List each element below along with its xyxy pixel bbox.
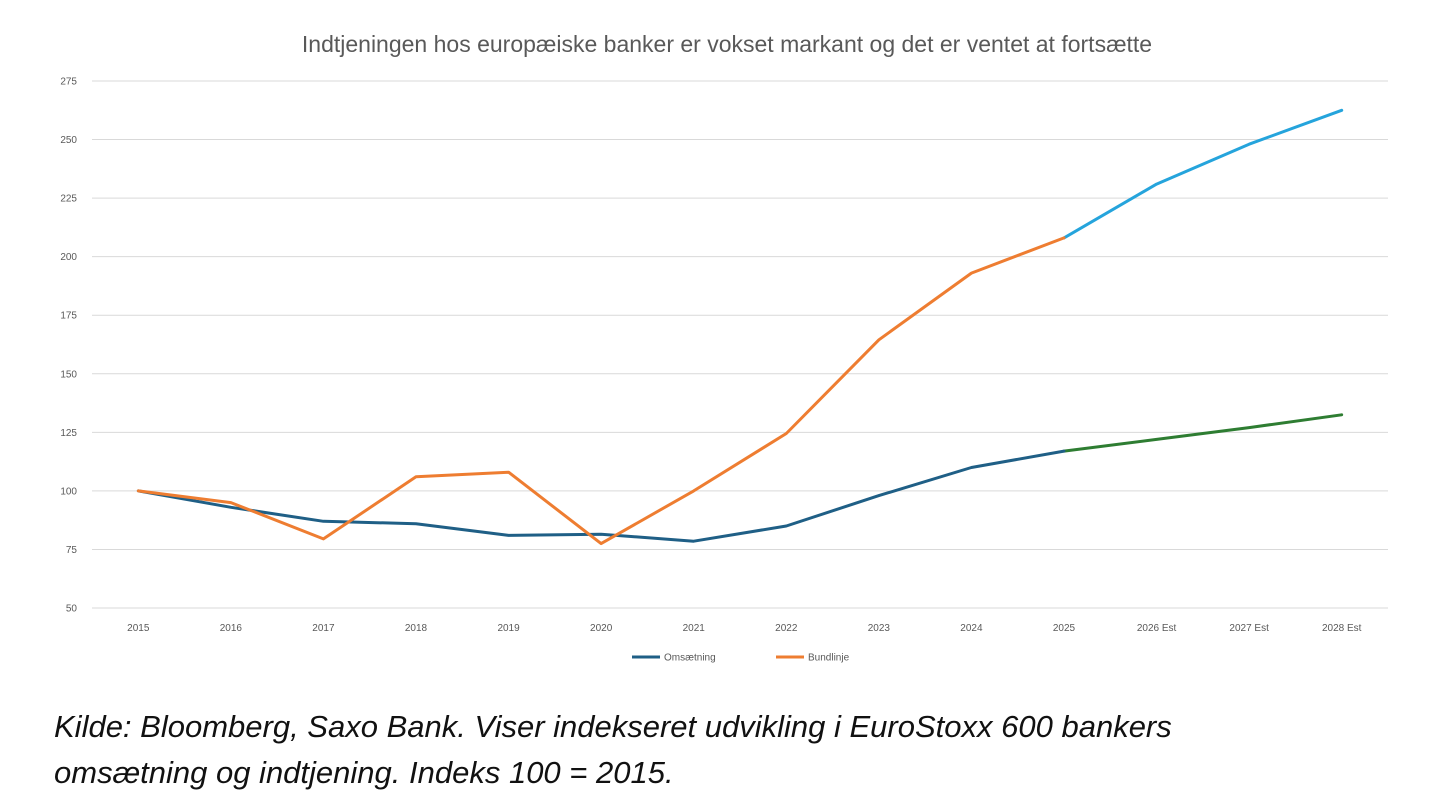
y-tick-label: 275 <box>60 77 77 88</box>
caption-line-1: Kilde: Bloomberg, Saxo Bank. Viser indek… <box>54 709 1172 744</box>
y-tick-label: 200 <box>60 252 77 263</box>
y-tick-label: 75 <box>66 545 78 556</box>
y-tick-label: 50 <box>66 604 78 615</box>
x-tick-label: 2024 <box>960 623 983 634</box>
x-axis: 2015 2016 2017 2018 2019 2020 2021 2022 2023 2024… <box>127 623 1362 634</box>
x-tick-label: 2025 <box>1053 623 1076 634</box>
x-tick-label: 2015 <box>127 623 150 634</box>
y-tick-label: 100 <box>60 486 77 497</box>
source-caption: Kilde: Bloomberg, Saxo Bank. Viser indek… <box>54 704 1414 796</box>
x-tick-label: 2023 <box>868 623 891 634</box>
legend-label: Omsætning <box>664 653 716 664</box>
x-tick-label: 2021 <box>683 623 706 634</box>
forecast-line-bundlinje <box>1062 108 1344 240</box>
series-lines <box>136 108 1344 546</box>
gridlines <box>92 80 1388 609</box>
legend: Omsætning Bundlinje <box>632 653 850 664</box>
x-tick-label: 2026 Est <box>1137 623 1177 634</box>
caption-line-2: omsætning og indtjening. Indeks 100 = 20… <box>54 755 674 790</box>
y-axis: 50 75 100 125 150 175 200 225 250 275 <box>60 77 77 615</box>
series-line-bundlinje <box>136 236 1066 546</box>
y-tick-label: 250 <box>60 135 77 146</box>
series-line-omsætning <box>136 449 1066 543</box>
x-tick-label: 2027 Est <box>1229 623 1269 634</box>
y-tick-label: 125 <box>60 428 77 439</box>
y-tick-label: 150 <box>60 369 77 380</box>
chart-title: Indtjeningen hos europæiske banker er vo… <box>302 31 1152 57</box>
x-tick-label: 2022 <box>775 623 798 634</box>
x-tick-label: 2017 <box>312 623 335 634</box>
legend-label: Bundlinje <box>808 653 850 664</box>
x-tick-label: 2019 <box>497 623 520 634</box>
y-tick-label: 175 <box>60 311 77 322</box>
x-tick-label: 2020 <box>590 623 613 634</box>
x-tick-label: 2028 Est <box>1322 623 1362 634</box>
x-tick-label: 2018 <box>405 623 428 634</box>
x-tick-label: 2016 <box>220 623 243 634</box>
y-tick-label: 225 <box>60 194 77 205</box>
line-chart: Indtjeningen hos europæiske banker er vo… <box>60 31 1388 664</box>
forecast-line-omsætning <box>1062 413 1344 453</box>
